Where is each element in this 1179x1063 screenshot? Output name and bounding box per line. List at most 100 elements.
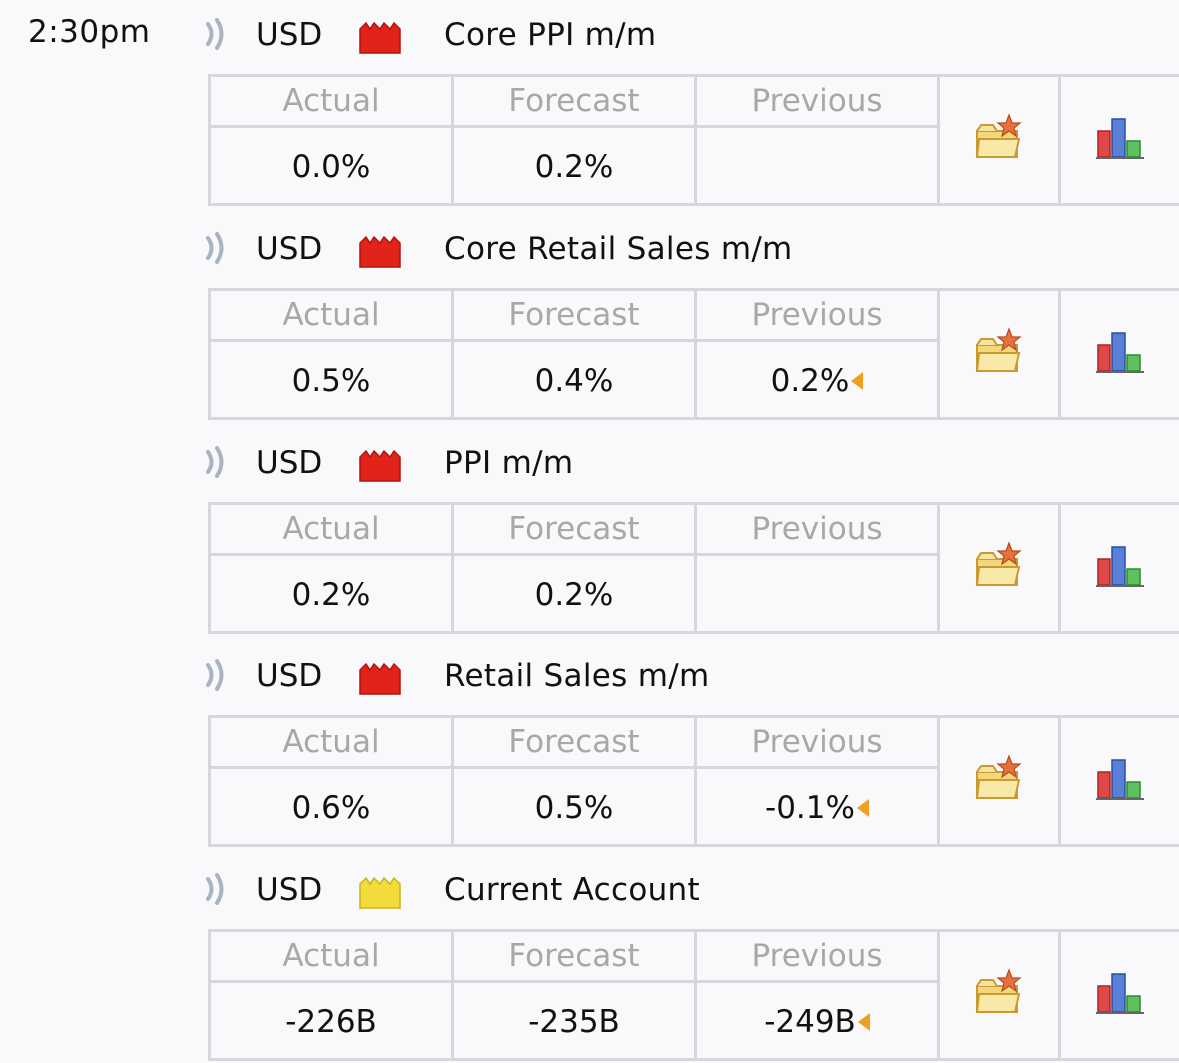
row-divider	[211, 766, 937, 769]
sound-wave-icon[interactable]	[204, 14, 230, 54]
event-values-table: Actual Forecast Previous 0.6% 0.5% -0.1%	[208, 715, 1179, 847]
actual-label: Actual	[282, 83, 380, 119]
actual-value: -226B	[285, 1004, 377, 1040]
actual-value: 0.6%	[291, 790, 371, 826]
event-detail-button[interactable]	[940, 718, 1058, 844]
revised-arrow-icon[interactable]	[857, 1012, 870, 1031]
forecast-value: 0.2%	[534, 149, 614, 185]
forecast-label: Forecast	[508, 83, 640, 119]
sound-wave-icon[interactable]	[204, 442, 230, 482]
previous-label: Previous	[751, 724, 883, 760]
bar-chart-icon	[1094, 970, 1146, 1020]
forecast-label: Forecast	[508, 511, 640, 547]
event-values-table: Actual Forecast Previous 0.2% 0.2%	[208, 502, 1179, 634]
event-chart-button[interactable]	[1061, 932, 1179, 1058]
column-divider	[451, 718, 454, 844]
folder-star-icon	[973, 113, 1025, 167]
previous-cell	[697, 556, 937, 634]
actual-value: 0.2%	[291, 577, 371, 613]
impact-folder-icon[interactable]	[358, 21, 402, 55]
previous-cell: -0.1%	[697, 769, 937, 847]
impact-folder-icon[interactable]	[358, 876, 402, 910]
bar-chart-icon	[1094, 543, 1146, 593]
previous-cell	[697, 128, 937, 206]
column-divider	[937, 932, 940, 1058]
folder-star-icon	[973, 541, 1025, 595]
event-chart-button[interactable]	[1061, 291, 1179, 417]
row-divider	[211, 125, 937, 128]
column-divider	[451, 77, 454, 203]
event-header: USD Retail Sales m/m	[200, 651, 1179, 701]
column-divider	[694, 718, 697, 844]
impact-folder-icon[interactable]	[358, 235, 402, 269]
previous-value: 0.2%	[770, 363, 850, 399]
revised-arrow-icon[interactable]	[851, 371, 864, 390]
impact-folder-icon[interactable]	[358, 662, 402, 696]
event-title[interactable]: Retail Sales m/m	[444, 658, 710, 694]
sound-wave-icon[interactable]	[204, 655, 230, 695]
forecast-value: 0.4%	[534, 363, 614, 399]
forecast-value: 0.5%	[534, 790, 614, 826]
event-currency: USD	[256, 445, 323, 481]
previous-value: -249B	[764, 1004, 856, 1040]
event-header: USD Current Account	[200, 865, 1179, 915]
event-chart-button[interactable]	[1061, 77, 1179, 203]
column-divider	[1058, 291, 1061, 417]
event-values-table: Actual Forecast Previous -226B -235B -249B	[208, 929, 1179, 1061]
event-header: USD Core PPI m/m	[200, 10, 1179, 60]
column-divider	[937, 505, 940, 631]
folder-star-icon	[973, 327, 1025, 381]
event-header: USD PPI m/m	[200, 438, 1179, 488]
column-divider	[1058, 505, 1061, 631]
event-title[interactable]: Current Account	[444, 872, 700, 908]
actual-value: 0.5%	[291, 363, 371, 399]
bar-chart-icon	[1094, 115, 1146, 165]
row-divider	[211, 339, 937, 342]
column-divider	[1058, 932, 1061, 1058]
event-currency: USD	[256, 658, 323, 694]
row-divider	[211, 980, 937, 983]
bar-chart-icon	[1094, 329, 1146, 379]
previous-cell: 0.2%	[697, 342, 937, 420]
previous-cell: -249B	[697, 983, 937, 1061]
previous-label: Previous	[751, 297, 883, 333]
column-divider	[1058, 77, 1061, 203]
column-divider	[694, 77, 697, 203]
event-chart-button[interactable]	[1061, 718, 1179, 844]
column-divider	[937, 718, 940, 844]
column-divider	[694, 505, 697, 631]
event-title[interactable]: PPI m/m	[444, 445, 574, 481]
folder-star-icon	[973, 968, 1025, 1022]
event-values-table: Actual Forecast Previous 0.0% 0.2%	[208, 74, 1179, 206]
column-divider	[937, 77, 940, 203]
folder-star-icon	[973, 754, 1025, 808]
previous-label: Previous	[751, 938, 883, 974]
event-detail-button[interactable]	[940, 932, 1058, 1058]
sound-wave-icon[interactable]	[204, 869, 230, 909]
column-divider	[451, 291, 454, 417]
previous-value: -0.1%	[765, 790, 855, 826]
event-detail-button[interactable]	[940, 291, 1058, 417]
actual-label: Actual	[282, 724, 380, 760]
actual-value: 0.0%	[291, 149, 371, 185]
event-detail-button[interactable]	[940, 77, 1058, 203]
column-divider	[451, 505, 454, 631]
sound-wave-icon[interactable]	[204, 228, 230, 268]
forecast-label: Forecast	[508, 297, 640, 333]
revised-arrow-icon[interactable]	[856, 798, 869, 817]
event-time: 2:30pm	[28, 14, 151, 50]
event-chart-button[interactable]	[1061, 505, 1179, 631]
actual-label: Actual	[282, 511, 380, 547]
actual-label: Actual	[282, 297, 380, 333]
impact-folder-icon[interactable]	[358, 449, 402, 483]
previous-label: Previous	[751, 511, 883, 547]
event-currency: USD	[256, 17, 323, 53]
previous-label: Previous	[751, 83, 883, 119]
column-divider	[1058, 718, 1061, 844]
event-title[interactable]: Core PPI m/m	[444, 17, 657, 53]
forecast-value: -235B	[528, 1004, 620, 1040]
event-detail-button[interactable]	[940, 505, 1058, 631]
event-title[interactable]: Core Retail Sales m/m	[444, 231, 793, 267]
column-divider	[451, 932, 454, 1058]
event-currency: USD	[256, 231, 323, 267]
